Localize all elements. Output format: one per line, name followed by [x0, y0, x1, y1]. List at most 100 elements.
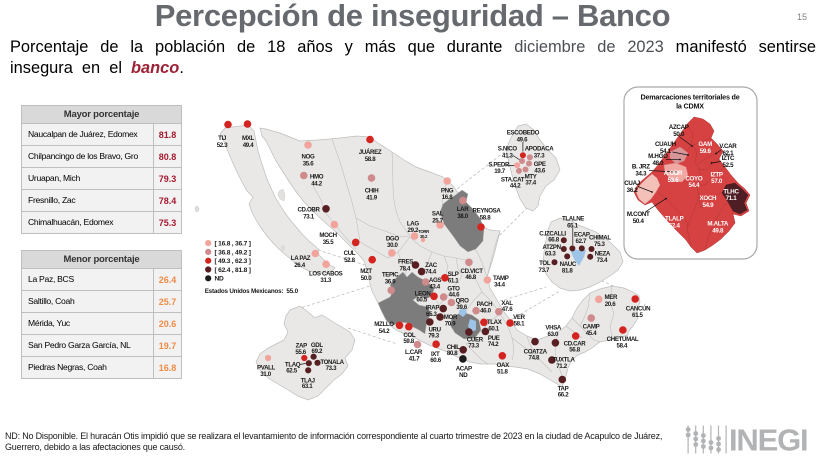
- svg-text:MXL: MXL: [242, 135, 255, 142]
- svg-text:30.0: 30.0: [387, 242, 398, 249]
- svg-text:81.8: 81.8: [562, 268, 573, 275]
- svg-text:DGO: DGO: [386, 236, 400, 243]
- svg-text:62.1: 62.1: [722, 150, 734, 157]
- svg-text:73.1: 73.1: [303, 214, 314, 221]
- svg-text:73.3: 73.3: [326, 365, 337, 372]
- svg-text:CD.CAR: CD.CAR: [564, 341, 587, 348]
- svg-text:74.2: 74.2: [488, 341, 499, 348]
- svg-text:58.4: 58.4: [617, 343, 628, 350]
- svg-text:35.6: 35.6: [303, 161, 314, 168]
- svg-text:LEON: LEON: [415, 291, 432, 298]
- svg-text:AZCAP: AZCAP: [669, 124, 689, 131]
- svg-text:57.0: 57.0: [711, 178, 723, 185]
- svg-text:61.5: 61.5: [632, 312, 643, 319]
- svg-text:62.5: 62.5: [286, 368, 297, 375]
- svg-text:34.3: 34.3: [635, 170, 647, 177]
- svg-text:CHIL: CHIL: [447, 344, 461, 351]
- svg-text:[ 36.8 , 49.2 ]: [ 36.8 , 49.2 ]: [215, 249, 251, 256]
- svg-text:ND: ND: [215, 276, 225, 283]
- svg-text:78.4: 78.4: [400, 266, 411, 273]
- svg-text:VHSA: VHSA: [545, 325, 562, 332]
- svg-text:41.9: 41.9: [366, 195, 377, 202]
- svg-text:la CDMX: la CDMX: [676, 102, 704, 111]
- svg-text:39.6: 39.6: [456, 304, 467, 311]
- svg-text:PVALL: PVALL: [257, 364, 276, 371]
- svg-text:52.8: 52.8: [344, 257, 355, 264]
- svg-text:53.6: 53.6: [668, 177, 680, 184]
- svg-text:NAUC: NAUC: [560, 261, 577, 268]
- svg-text:44.6: 44.6: [449, 292, 460, 299]
- svg-text:SLP: SLP: [448, 271, 459, 278]
- svg-text:APODACA: APODACA: [525, 146, 555, 153]
- svg-text:35.5: 35.5: [323, 239, 334, 246]
- svg-text:OAX: OAX: [497, 362, 511, 369]
- svg-text:31.0: 31.0: [260, 371, 271, 378]
- svg-text:58.1: 58.1: [514, 320, 525, 327]
- svg-text:75.3: 75.3: [594, 241, 605, 248]
- svg-text:MOR: MOR: [444, 314, 458, 321]
- svg-text:73.3: 73.3: [468, 343, 479, 350]
- svg-text:S.NICO: S.NICO: [498, 146, 518, 153]
- svg-text:TAP: TAP: [558, 386, 569, 393]
- svg-text:54.1: 54.1: [660, 148, 672, 155]
- svg-text:CHIH: CHIH: [365, 188, 380, 195]
- svg-text:TLAJ: TLAJ: [301, 377, 315, 384]
- svg-text:65.3: 65.3: [426, 311, 437, 318]
- svg-text:80.8: 80.8: [447, 350, 458, 357]
- svg-text:59.8: 59.8: [403, 338, 414, 345]
- svg-text:STA.CAT: STA.CAT: [501, 177, 525, 184]
- svg-text:71.1: 71.1: [726, 195, 738, 202]
- svg-text:LAR: LAR: [457, 206, 469, 213]
- svg-text:50.4: 50.4: [633, 218, 645, 225]
- svg-text:63.0: 63.0: [548, 331, 559, 338]
- svg-text:52.4: 52.4: [669, 222, 681, 229]
- svg-text:73.4: 73.4: [597, 257, 608, 264]
- svg-text:LAG: LAG: [407, 221, 419, 228]
- svg-text:MOCH: MOCH: [319, 232, 337, 239]
- svg-text:ZAC: ZAC: [425, 262, 437, 269]
- svg-text:CUL: CUL: [344, 250, 356, 257]
- svg-text:HMO: HMO: [310, 174, 324, 181]
- svg-text:59.6: 59.6: [700, 148, 712, 155]
- svg-text:60.5: 60.5: [416, 297, 427, 304]
- svg-text:19.7: 19.7: [494, 168, 505, 175]
- svg-text:48.0: 48.0: [652, 160, 664, 167]
- svg-text:S.PEDR: S.PEDR: [488, 162, 510, 169]
- svg-text:REYNOSA: REYNOSA: [473, 208, 502, 215]
- svg-text:PACH: PACH: [477, 301, 493, 308]
- svg-text:TUXTLA: TUXTLA: [552, 357, 575, 364]
- svg-text:46.0: 46.0: [480, 307, 491, 314]
- svg-text:LA PAZ: LA PAZ: [291, 255, 311, 262]
- svg-text:XAL: XAL: [501, 300, 513, 307]
- svg-text:69.2: 69.2: [312, 348, 323, 355]
- svg-text:ACAP: ACAP: [456, 366, 472, 373]
- svg-text:ND: ND: [459, 372, 468, 379]
- svg-text:56.8: 56.8: [569, 347, 580, 354]
- svg-text:58.8: 58.8: [365, 156, 376, 163]
- svg-text:ZAP: ZAP: [296, 343, 307, 350]
- svg-text:49.8: 49.8: [712, 227, 724, 234]
- svg-text:MER: MER: [604, 294, 618, 301]
- svg-text:60.1: 60.1: [488, 325, 499, 332]
- svg-text:IZTP: IZTP: [710, 171, 722, 178]
- svg-text:38.0: 38.0: [457, 213, 468, 220]
- svg-text:VER: VER: [513, 314, 525, 321]
- svg-text:GTO: GTO: [447, 286, 460, 293]
- svg-text:COATZA: COATZA: [524, 348, 548, 355]
- svg-text:COL: COL: [403, 332, 416, 339]
- svg-text:Demarcaciones territoriales de: Demarcaciones territoriales de: [640, 93, 739, 102]
- svg-text:71.2: 71.2: [556, 363, 567, 370]
- svg-text:M.HGO: M.HGO: [648, 153, 668, 160]
- svg-text:INEGI: INEGI: [729, 423, 807, 458]
- svg-text:36.2: 36.2: [627, 187, 639, 194]
- svg-text:26.4: 26.4: [294, 262, 305, 269]
- svg-text:49.4: 49.4: [243, 142, 254, 149]
- svg-text:TLHC: TLHC: [723, 188, 739, 195]
- svg-text:ECAP: ECAP: [574, 232, 590, 239]
- svg-text:LOS CABOS: LOS CABOS: [309, 271, 343, 278]
- svg-text:50.0: 50.0: [673, 131, 685, 138]
- svg-text:55.6: 55.6: [295, 349, 306, 356]
- svg-text:V.CAR: V.CAR: [719, 143, 737, 150]
- svg-text:58.8: 58.8: [480, 215, 491, 222]
- svg-text:CD.OBR: CD.OBR: [297, 207, 320, 214]
